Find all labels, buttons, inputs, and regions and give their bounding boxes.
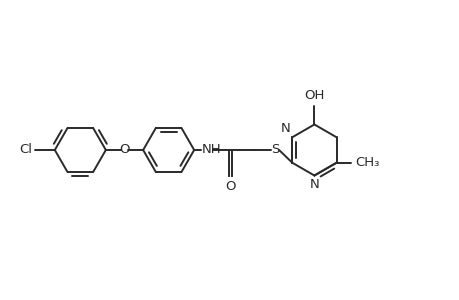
Text: O: O: [225, 180, 235, 194]
Text: Cl: Cl: [20, 143, 33, 157]
Text: O: O: [119, 143, 129, 157]
Text: OH: OH: [303, 89, 324, 102]
Text: CH₃: CH₃: [354, 156, 379, 169]
Text: S: S: [270, 143, 279, 157]
Text: N: N: [280, 122, 290, 135]
Text: N: N: [309, 178, 319, 191]
Text: NH: NH: [201, 143, 221, 157]
